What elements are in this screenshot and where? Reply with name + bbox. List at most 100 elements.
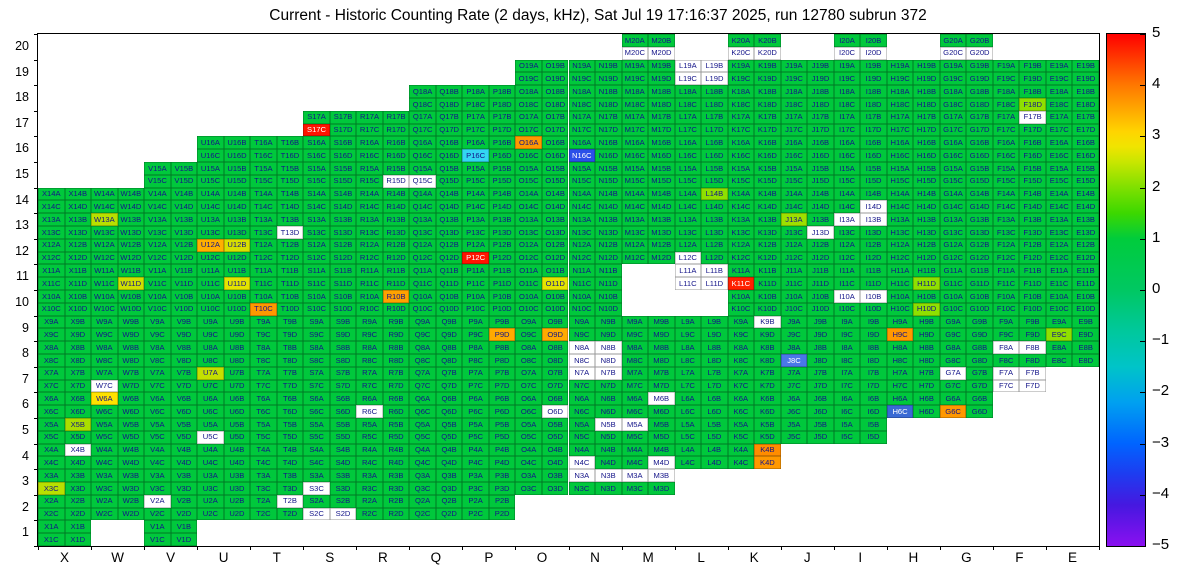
cell-E15A: E15A [1045, 162, 1073, 175]
cell-V11B: V11B [170, 264, 198, 278]
cell-P8A: P8A [462, 341, 489, 354]
cell-N19C: N19C [568, 72, 596, 86]
cell-F19A: F19A [992, 59, 1020, 73]
cell-N8C: N8C [568, 353, 596, 367]
cell-K6D: K6D [754, 405, 781, 418]
cell-Q9C: Q9C [409, 328, 436, 342]
cell-L6B: L6B [701, 392, 728, 406]
cell-N7B: N7B [595, 366, 622, 380]
colorbar-label-−4: −4 [1152, 484, 1170, 502]
block-V3: V3A V3B V3C V3D [144, 469, 198, 495]
cell-Q8B: Q8B [435, 341, 463, 354]
cell-X3D: X3D [64, 481, 92, 495]
cell-X3A: X3A [38, 469, 65, 482]
block-K19: K19A K19B K19C K19D [727, 59, 781, 86]
block-T11: T11A T11B T11C T11D [250, 264, 304, 290]
cell-N3C: N3C [568, 481, 596, 495]
cell-O18D: O18D [541, 97, 569, 111]
block-K15: K15A K15B K15C K15D [727, 162, 781, 188]
cell-J19B: J19B [807, 59, 834, 73]
cell-R16A: R16A [356, 136, 383, 150]
cell-I8D: I8D [860, 353, 887, 367]
cell-X3B: X3B [64, 469, 92, 482]
cell-X6C: X6C [38, 405, 65, 418]
cell-I20C: I20C [833, 46, 861, 60]
cell-W12A: W12A [91, 238, 118, 252]
cell-P2A: P2A [462, 494, 489, 508]
cell-O9C: O9C [515, 328, 542, 342]
cell-M5D: M5D [648, 430, 675, 444]
cell-M14A: M14A [621, 187, 649, 201]
cell-N3A: N3A [568, 469, 596, 482]
block-N15: N15A N15B N15C N15D [568, 162, 622, 188]
cell-I18C: I18C [833, 97, 861, 111]
cell-K4A: K4A [727, 443, 755, 457]
cell-Q18C: Q18C [409, 97, 436, 111]
cell-O5D: O5D [541, 430, 569, 444]
cell-X8D: X8D [64, 353, 92, 367]
cell-R4D: R4D [382, 456, 410, 470]
cell-J16D: J16D [807, 149, 834, 162]
colorbar-tick [1140, 392, 1145, 394]
block-R8: R8A R8B R8C R8D [356, 341, 410, 367]
cell-V7B: V7B [170, 366, 198, 380]
block-F12: F12A F12B F12C F12D [992, 238, 1046, 265]
cell-R7D: R7D [382, 379, 410, 393]
cell-U6D: U6D [223, 405, 251, 418]
cell-P17C: P17C [462, 123, 489, 137]
cell-N12C: N12C [568, 251, 596, 265]
block-N14: N14A N14B N14C N14D [568, 187, 622, 214]
block-N19: N19A N19B N19C N19D [568, 59, 622, 86]
block-Q6: Q6A Q6B Q6C Q6D [409, 392, 463, 418]
cell-E18D: E18D [1072, 97, 1099, 111]
y-axis-label-7: 7 [22, 371, 29, 386]
cell-P2D: P2D [488, 507, 516, 521]
y-axis-tick [34, 494, 38, 496]
cell-M7C: M7C [621, 379, 649, 393]
block-O10: O10A O10B O10C O10D [515, 290, 569, 316]
cell-G20C: G20C [939, 46, 967, 60]
block-L17: L17A L17B L17C L17D [674, 110, 728, 137]
block-X6: X6A X6B X6C X6D [38, 392, 92, 418]
y-axis-label-6: 6 [22, 397, 29, 412]
colorbar-tick [1140, 494, 1145, 496]
cell-U7B: U7B [223, 366, 251, 380]
cell-U12C: U12C [197, 251, 224, 265]
cell-H18C: H18C [886, 97, 914, 111]
cell-W2B: W2B [117, 494, 145, 508]
cell-T16C: T16C [250, 149, 277, 162]
block-L7: L7A L7B L7C L7D [674, 366, 728, 393]
cell-T7B: T7B [276, 366, 304, 380]
block-G20: G20A G20B G20C G20D [939, 34, 993, 60]
cell-T8C: T8C [250, 353, 277, 367]
cell-T3B: T3B [276, 469, 304, 482]
cell-H7C: H7C [886, 379, 914, 393]
cell-O19A: O19A [515, 59, 542, 73]
block-J17: J17A J17B J17C J17D [780, 110, 834, 137]
cell-R8C: R8C [356, 353, 383, 367]
cell-J13A: J13A [780, 213, 808, 226]
cell-R17D: R17D [382, 123, 410, 137]
cell-S10A: S10A [303, 290, 330, 303]
x-axis-label-J: J [803, 550, 811, 565]
block-J16: J16A J16B J16C J16D [780, 136, 834, 162]
block-V5: V5A V5B V5C V5D [144, 418, 198, 444]
cell-F8A: F8A [992, 341, 1020, 354]
cell-P16D: P16D [488, 149, 516, 162]
cell-M9D: M9D [648, 328, 675, 342]
cell-R7B: R7B [382, 366, 410, 380]
cell-P13D: P13D [488, 225, 516, 239]
block-X8: X8A X8B X8C X8D [38, 341, 92, 367]
cell-J9D: J9D [807, 328, 834, 342]
cell-L5A: L5A [674, 418, 702, 431]
block-E15: E15A E15B E15C E15D [1045, 162, 1099, 188]
cell-K13B: K13B [754, 213, 781, 226]
cell-I12D: I12D [860, 251, 887, 265]
cell-U7A: U7A [197, 366, 224, 380]
colorbar-label-3: 3 [1152, 126, 1161, 144]
block-S6: S6A S6B S6C S6D [303, 392, 357, 418]
block-I16: I16A I16B I16C I16D [833, 136, 887, 162]
block-L13: L13A L13B L13C L13D [674, 213, 728, 239]
cell-U14B: U14B [223, 187, 251, 201]
cell-J9C: J9C [780, 328, 808, 342]
